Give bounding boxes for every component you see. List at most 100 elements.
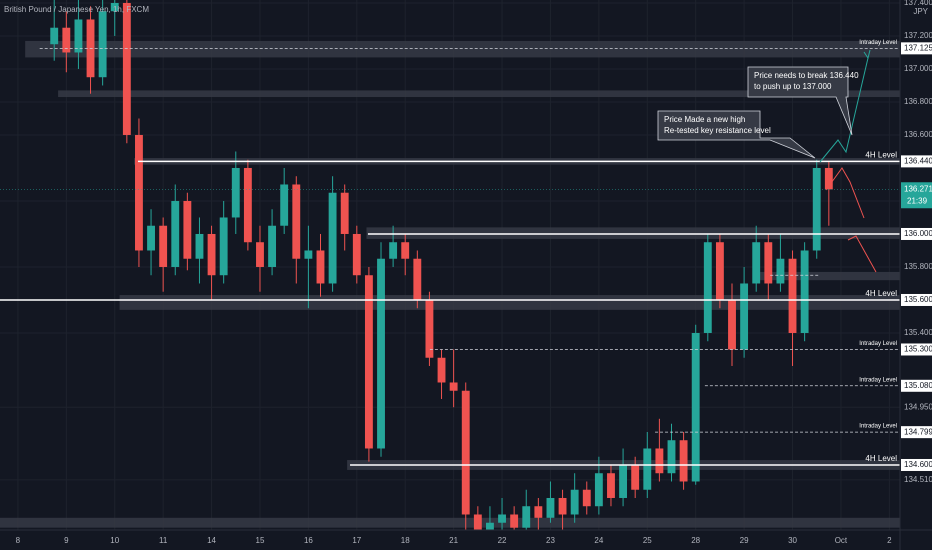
- candle-body: [437, 357, 446, 383]
- x-tick-label: 8: [16, 536, 21, 545]
- candle-body: [788, 258, 797, 333]
- candle-body: [728, 299, 736, 350]
- candle-body: [594, 473, 603, 507]
- candle-body: [171, 200, 180, 267]
- level-name: Intraday Level: [859, 40, 897, 46]
- level-name: Intraday Level: [859, 341, 897, 347]
- candle-body: [558, 497, 567, 515]
- candle-body: [546, 497, 555, 518]
- callout-text: Price Made a new high: [664, 115, 745, 124]
- level-price-label: 136.000: [904, 229, 932, 238]
- x-tick-label: 21: [449, 536, 458, 545]
- x-tick-label: 14: [207, 536, 216, 545]
- candle-body: [691, 332, 700, 482]
- last-price-label: 136.271: [904, 184, 932, 193]
- candle-body: [292, 184, 301, 259]
- candle-body: [800, 250, 809, 333]
- candle-body: [316, 250, 325, 284]
- callout-box: [747, 66, 853, 136]
- x-tick-label: 29: [740, 536, 749, 545]
- x-tick-label: 15: [256, 536, 265, 545]
- zone: [119, 295, 900, 310]
- level-price-label: 135.080: [904, 381, 932, 390]
- level-name: 4H Level: [865, 289, 897, 298]
- candle-body: [377, 258, 385, 449]
- candle-body: [340, 192, 349, 234]
- candle-body: [619, 464, 628, 498]
- level-name: 4H Level: [865, 454, 897, 463]
- candle-body: [268, 225, 277, 267]
- candle-body: [304, 250, 313, 259]
- candle-body: [643, 448, 652, 490]
- candle-body: [352, 233, 361, 276]
- level-price-box: [901, 458, 932, 471]
- candle-body: [50, 27, 59, 45]
- level-price-label: 134.799: [904, 427, 932, 436]
- level-price-label: 134.600: [904, 460, 932, 469]
- level-name: 4H Level: [865, 150, 897, 159]
- candle-body: [413, 258, 422, 300]
- x-tick-label: 24: [594, 536, 603, 545]
- candle-body: [122, 2, 131, 135]
- level-price-box: [901, 343, 932, 356]
- callout: Price Made a new high Re-tested key resi…: [657, 110, 816, 159]
- x-tick-label: Oct: [835, 536, 848, 545]
- candle-body: [219, 217, 228, 276]
- level-price-box: [901, 379, 932, 392]
- candle-body: [679, 440, 688, 482]
- candle-body: [147, 225, 155, 251]
- price-axis: 137.400 137.200 137.000 136.800 136.600 136.2…: [901, 0, 932, 484]
- candle-body: [740, 283, 749, 350]
- x-tick-label: 25: [643, 536, 652, 545]
- level-price-box: [901, 426, 932, 439]
- candle-body: [655, 448, 664, 474]
- candle-body: [703, 242, 712, 333]
- candle-body: [522, 506, 531, 528]
- callout: Price needs to break 136.440 to push up …: [747, 66, 859, 136]
- candle-body: [328, 192, 337, 284]
- candle-body: [183, 200, 192, 259]
- candle-body: [159, 225, 168, 267]
- zone: [58, 90, 900, 98]
- candle-body: [401, 242, 410, 259]
- x-tick-label: 28: [691, 536, 700, 545]
- level-price-box: [901, 293, 932, 306]
- candle-body: [752, 242, 761, 284]
- candle-body: [195, 233, 204, 259]
- candle-body: [62, 27, 71, 53]
- candle-body: [776, 258, 785, 284]
- y-tick-label: 134.510: [904, 475, 932, 484]
- x-tick-label: 2: [887, 536, 892, 545]
- candle-body: [243, 167, 252, 243]
- candles: [50, 0, 833, 530]
- candle-body: [256, 242, 264, 267]
- candle-body: [425, 299, 434, 358]
- y-tick-label: 137.000: [904, 64, 932, 73]
- candle-body: [461, 390, 470, 515]
- candle-body: [135, 134, 143, 251]
- level-name: Intraday Level: [859, 424, 897, 430]
- candle-body: [486, 522, 494, 530]
- zone: [366, 227, 900, 239]
- zone: [25, 40, 900, 58]
- y-tick-label: 137.400: [904, 0, 932, 7]
- candle-body: [824, 167, 833, 190]
- candle-body: [364, 275, 373, 449]
- callout-text: Price needs to break 136.440: [754, 71, 859, 80]
- candle-body: [207, 233, 216, 276]
- level-price-label: 135.600: [904, 295, 932, 304]
- last-price-box: [901, 182, 932, 209]
- candle-body: [231, 167, 240, 218]
- x-tick-label: 18: [401, 536, 410, 545]
- callout-box: [657, 110, 816, 159]
- level-price-label: 137.125: [904, 43, 932, 52]
- x-tick-label: 16: [304, 536, 313, 545]
- level-price-label: 136.440: [904, 156, 932, 165]
- currency-label: JPY: [913, 7, 928, 16]
- x-tick-label: 17: [352, 536, 361, 545]
- candle-body: [631, 464, 640, 490]
- y-tick-label: 136.800: [904, 97, 932, 106]
- y-tick-label: 136.600: [904, 130, 932, 139]
- zone: [0, 517, 900, 528]
